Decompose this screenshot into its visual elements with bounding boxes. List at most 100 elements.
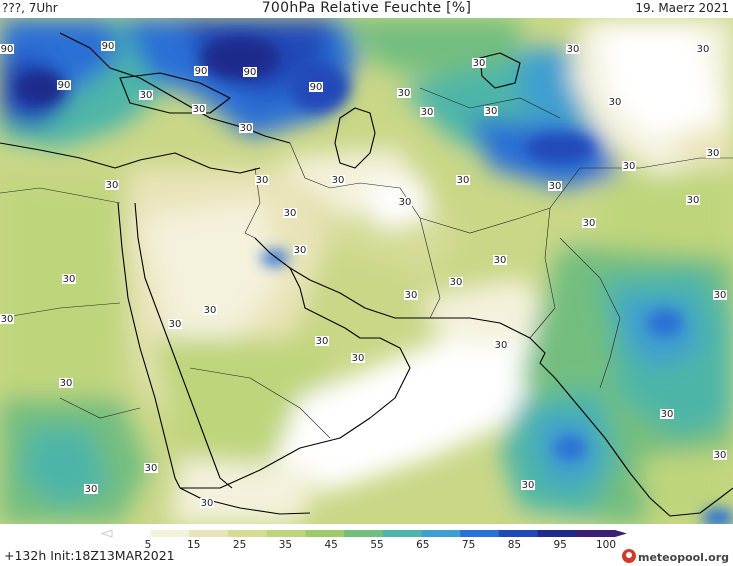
contour-label: 30 <box>494 340 508 351</box>
svg-text:30: 30 <box>549 181 562 192</box>
contour-label: 30 <box>293 245 307 256</box>
svg-text:30: 30 <box>494 255 507 266</box>
colorbar-swatch <box>305 530 345 537</box>
contour-label: 30 <box>84 484 98 495</box>
colorbar-label: 25 <box>233 539 246 551</box>
colorbar-label: 55 <box>370 539 383 551</box>
svg-text:30: 30 <box>332 175 345 186</box>
colorbar-swatch <box>576 530 616 537</box>
contour-label: 30 <box>331 175 345 186</box>
svg-text:30: 30 <box>85 484 98 495</box>
svg-text:30: 30 <box>352 353 365 364</box>
svg-text:30: 30 <box>106 180 119 191</box>
contour-label: 90 <box>0 44 14 55</box>
contour-label: 30 <box>397 88 411 99</box>
svg-text:30: 30 <box>495 340 508 351</box>
colorbar-label: 65 <box>416 539 429 551</box>
contour-labels: 90 90 90 90 90 90 30 30 30 30 30 30 30 3… <box>0 41 727 509</box>
contour-label: 30 <box>713 290 727 301</box>
svg-text:30: 30 <box>204 305 217 316</box>
svg-text:30: 30 <box>687 195 700 206</box>
humidity-map: 90 90 90 90 90 90 30 30 30 30 30 30 30 3… <box>0 18 733 524</box>
contour-label: 30 <box>582 218 596 229</box>
colorbar-swatch <box>537 530 577 537</box>
contour-label: 30 <box>566 44 580 55</box>
contour-label: 30 <box>315 336 329 347</box>
contour-label: 30 <box>203 305 217 316</box>
svg-text:30: 30 <box>256 175 269 186</box>
contour-label: 30 <box>59 378 73 389</box>
svg-text:90: 90 <box>1 44 14 55</box>
colorbar-label: 45 <box>325 539 338 551</box>
contour-label: 30 <box>484 106 498 117</box>
colorbar-label: 100 <box>596 539 616 551</box>
contour-label: 30 <box>493 255 507 266</box>
contour-label: 30 <box>255 175 269 186</box>
colorbar-swatch <box>460 530 500 537</box>
contour-label: 30 <box>686 195 700 206</box>
contour-label: 30 <box>351 353 365 364</box>
svg-text:30: 30 <box>316 336 329 347</box>
colorbar-label: 75 <box>462 539 475 551</box>
colorbar-swatch <box>266 530 306 537</box>
colorbar-label: 85 <box>508 539 521 551</box>
colorbar-swatch <box>498 530 539 537</box>
contour-label: 30 <box>608 97 622 108</box>
svg-text:30: 30 <box>140 90 153 101</box>
run-info: +132h Init:18Z13MAR2021 <box>4 548 175 563</box>
country-borders <box>0 87 733 439</box>
contour-label: 30 <box>168 319 182 330</box>
svg-text:30: 30 <box>60 378 73 389</box>
meteopool-logo[interactable]: meteopool.org <box>622 546 729 564</box>
contour-label: 30 <box>696 44 710 55</box>
svg-text:30: 30 <box>522 480 535 491</box>
contour-label: 30 <box>548 181 562 192</box>
forecast-date: 19. Maerz 2021 <box>635 1 729 15</box>
svg-text:30: 30 <box>567 44 580 55</box>
svg-text:30: 30 <box>398 88 411 99</box>
colorbar-swatch <box>382 530 422 537</box>
colorbar-min-arrow <box>100 529 113 538</box>
svg-text:30: 30 <box>457 175 470 186</box>
logo-text: meteopool.org <box>638 551 729 564</box>
colorbar-swatch <box>228 530 268 537</box>
svg-text:30: 30 <box>697 44 710 55</box>
contour-label: 30 <box>472 58 486 69</box>
svg-text:30: 30 <box>473 58 486 69</box>
svg-text:30: 30 <box>1 314 14 325</box>
svg-text:90: 90 <box>310 82 323 93</box>
contour-label: 90 <box>101 41 115 52</box>
contour-label: 30 <box>713 450 727 461</box>
meteopool-logo-icon <box>622 549 636 563</box>
svg-text:30: 30 <box>707 148 720 159</box>
colorbar-swatch <box>112 530 152 537</box>
colorbar-label: 5 <box>145 539 152 551</box>
humidity-cores <box>15 36 733 524</box>
contour-label: 30 <box>200 498 214 509</box>
svg-text:30: 30 <box>294 245 307 256</box>
svg-text:90: 90 <box>102 41 115 52</box>
svg-text:30: 30 <box>201 498 214 509</box>
contour-label: 90 <box>309 82 323 93</box>
colorbar-swatch <box>344 530 384 537</box>
svg-text:30: 30 <box>485 106 498 117</box>
svg-text:30: 30 <box>399 197 412 208</box>
footer: 5 15 25 35 45 55 65 75 85 95 100 +132h Init:18Z13M… <box>0 524 733 566</box>
svg-text:90: 90 <box>244 67 257 78</box>
contour-label: 30 <box>420 107 434 118</box>
colorbar-swatch <box>189 530 229 537</box>
colorbar: 5 15 25 35 45 55 65 75 85 95 100 <box>100 529 627 551</box>
svg-text:90: 90 <box>195 66 208 77</box>
colorbar-swatches <box>100 529 627 538</box>
contour-label: 30 <box>521 480 535 491</box>
contour-label: 30 <box>139 90 153 101</box>
svg-text:30: 30 <box>623 161 636 172</box>
contour-label: 30 <box>449 277 463 288</box>
svg-text:30: 30 <box>661 409 674 420</box>
contour-label: 30 <box>192 104 206 115</box>
header: ???, 7Uhr 700hPa Relative Feuchte [%] 19… <box>0 0 733 18</box>
svg-text:30: 30 <box>714 450 727 461</box>
colorbar-swatch <box>150 530 190 537</box>
contour-label: 30 <box>283 208 297 219</box>
forecast-time-label: ???, 7Uhr <box>2 1 58 15</box>
